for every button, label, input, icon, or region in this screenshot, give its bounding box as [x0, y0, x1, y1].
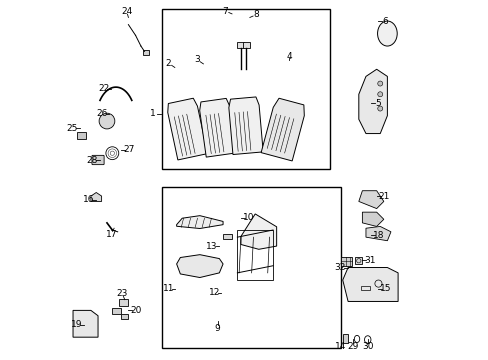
Bar	[121, 314, 128, 319]
Text: 5: 5	[374, 99, 380, 108]
Text: 27: 27	[123, 145, 135, 154]
Bar	[162, 187, 340, 348]
Polygon shape	[241, 214, 276, 249]
Ellipse shape	[377, 21, 396, 46]
Text: 19: 19	[71, 320, 82, 329]
Text: 15: 15	[379, 284, 390, 293]
Bar	[354, 257, 362, 264]
Text: 13: 13	[205, 242, 217, 251]
Text: 11: 11	[163, 284, 174, 293]
Text: 18: 18	[372, 231, 384, 240]
Text: 32: 32	[334, 263, 345, 272]
Text: 12: 12	[209, 288, 220, 297]
Text: 7: 7	[222, 6, 228, 15]
Bar	[237, 230, 272, 280]
Text: 4: 4	[286, 51, 291, 60]
Polygon shape	[167, 98, 207, 160]
Bar	[112, 307, 121, 314]
Text: 26: 26	[97, 109, 108, 118]
Text: 25: 25	[66, 124, 78, 133]
Text: 17: 17	[105, 230, 117, 239]
Polygon shape	[91, 193, 102, 202]
Text: 20: 20	[130, 306, 142, 315]
Circle shape	[377, 92, 382, 97]
Bar	[77, 132, 85, 139]
Bar	[360, 286, 369, 290]
Text: 3: 3	[194, 55, 200, 64]
Polygon shape	[73, 310, 98, 337]
Text: 29: 29	[347, 342, 358, 351]
FancyBboxPatch shape	[92, 156, 104, 165]
Polygon shape	[176, 255, 223, 278]
Text: 21: 21	[378, 192, 389, 201]
Polygon shape	[176, 216, 223, 229]
Bar	[142, 50, 149, 55]
Text: 23: 23	[116, 289, 127, 298]
Text: 28: 28	[86, 156, 98, 165]
Circle shape	[99, 113, 115, 129]
Polygon shape	[365, 226, 390, 241]
Polygon shape	[358, 191, 383, 208]
Polygon shape	[228, 97, 263, 154]
Bar	[223, 234, 231, 239]
Polygon shape	[199, 98, 236, 157]
Text: 1: 1	[149, 109, 155, 118]
Polygon shape	[261, 98, 304, 161]
Text: 30: 30	[361, 342, 373, 351]
Polygon shape	[358, 69, 386, 134]
Bar	[162, 9, 329, 169]
Circle shape	[377, 106, 382, 111]
Text: 22: 22	[98, 84, 109, 93]
Bar	[340, 257, 351, 266]
Text: 31: 31	[364, 256, 375, 265]
Text: 2: 2	[165, 59, 171, 68]
Text: 24: 24	[121, 6, 132, 15]
Text: 6: 6	[381, 17, 387, 26]
Bar	[342, 334, 347, 342]
Bar	[119, 299, 128, 306]
Bar	[237, 42, 244, 48]
Text: 16: 16	[82, 195, 94, 204]
Bar	[242, 42, 249, 48]
Text: 8: 8	[253, 10, 259, 19]
Polygon shape	[342, 267, 397, 301]
Polygon shape	[362, 212, 383, 226]
Circle shape	[377, 81, 382, 86]
Text: 9: 9	[214, 324, 220, 333]
Text: 10: 10	[243, 213, 254, 222]
Text: 14: 14	[335, 342, 346, 351]
